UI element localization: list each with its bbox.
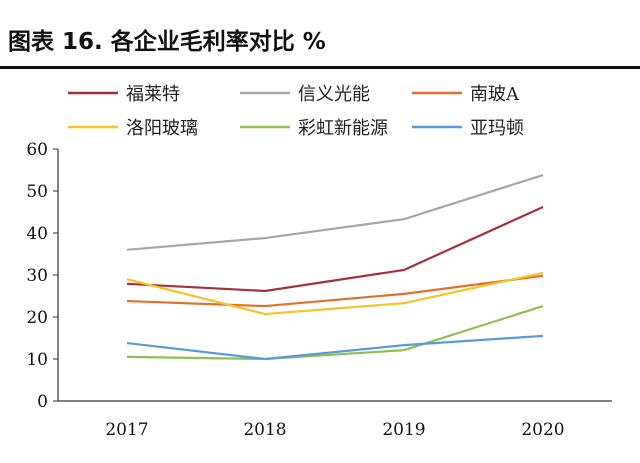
x-tick-label: 2020 [521,420,564,440]
x-tick-label: 2018 [243,420,286,440]
x-tick-label: 2019 [382,420,425,440]
y-tick-label: 10 [26,350,48,370]
x-tick-label: 2017 [105,420,148,440]
y-tick-label: 50 [26,182,48,202]
legend-label: 信义光能 [298,84,370,105]
y-tick-label: 0 [37,392,48,412]
series-line-1 [126,205,544,293]
legend-label: 福莱特 [126,84,180,105]
y-tick-label: 60 [26,140,48,160]
legend-label: 彩虹新能源 [298,118,388,139]
series-line-2 [126,173,544,251]
chart-title: 图表 16. 各企业毛利率对比 % [8,29,326,55]
series-line-4 [126,271,544,316]
legend-label: 亚玛顿 [470,118,524,139]
title-divider [0,66,640,69]
legend-label: 洛阳玻璃 [126,118,198,139]
y-tick-label: 40 [26,224,48,244]
series-line-5 [126,305,544,361]
legend-label: 南玻A [470,84,520,105]
y-tick-label: 30 [26,266,48,286]
series-line-3 [126,274,544,308]
series-line-6 [126,334,544,361]
y-tick-label: 20 [26,308,48,328]
